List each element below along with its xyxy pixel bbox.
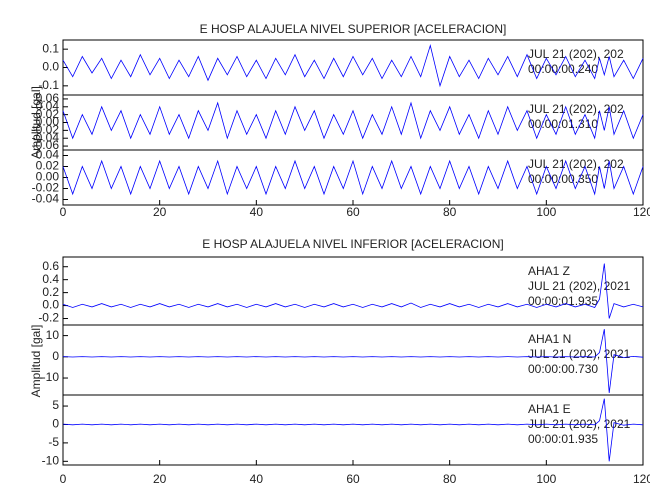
y-tick-label: 10 xyxy=(46,328,60,342)
y-tick-label: 0.02 xyxy=(36,159,60,173)
x-tick-label: 20 xyxy=(153,205,167,219)
y-tick-label: 0.0 xyxy=(42,298,59,312)
x-tick-label: 120 xyxy=(633,472,650,486)
y-tick-label: 0.6 xyxy=(42,259,59,273)
y-tick-label: 0.02 xyxy=(36,107,60,121)
annotation: JUL 21 (202), 2021 xyxy=(528,347,631,361)
x-tick-label: 60 xyxy=(346,472,360,486)
waveform xyxy=(62,263,644,319)
waveform xyxy=(62,43,644,88)
y-tick-label: -0.04 xyxy=(32,130,60,144)
chart-title: E HOSP ALAJUELA NIVEL SUPERIOR [ACELERAC… xyxy=(200,22,507,36)
y-tick-label: -5 xyxy=(48,435,59,449)
y-tick-label: -0.06 xyxy=(32,138,60,152)
y-tick-label: -10 xyxy=(42,370,60,384)
x-tick-label: 40 xyxy=(250,472,264,486)
x-tick-label: 100 xyxy=(536,205,556,219)
y-tick-label: 0.4 xyxy=(42,272,59,286)
x-tick-label: 0 xyxy=(60,472,67,486)
y-tick-label: 0.06 xyxy=(36,91,60,105)
x-tick-label: 20 xyxy=(153,472,167,486)
y-tick-label: -0.02 xyxy=(32,123,60,137)
waveform xyxy=(62,398,644,462)
x-tick-label: 80 xyxy=(443,205,457,219)
x-tick-label: 40 xyxy=(250,205,264,219)
x-tick-label: 0 xyxy=(60,205,67,219)
annotation: AHA1 N xyxy=(528,332,571,346)
x-tick-label: 60 xyxy=(346,205,360,219)
y-axis-label: Amplitud [gal] xyxy=(29,325,43,398)
y-tick-label: 0.04 xyxy=(36,99,60,113)
y-tick-label: -0.04 xyxy=(32,192,60,206)
annotation: 00:00:01.935 xyxy=(528,294,598,308)
y-tick-label: 0 xyxy=(52,417,59,431)
x-tick-label: 80 xyxy=(443,472,457,486)
y-tick-label: -0.2 xyxy=(38,311,59,325)
annotation: AHA1 Z xyxy=(528,264,570,278)
y-tick-label: -0.02 xyxy=(32,181,60,195)
waveform xyxy=(62,329,644,393)
y-tick-label: 0.1 xyxy=(42,41,59,55)
y-tick-label: 5 xyxy=(52,398,59,412)
y-tick-label: 0.00 xyxy=(36,170,60,184)
annotation: JUL 21 (202), 202 xyxy=(528,47,624,61)
y-tick-label: -0.1 xyxy=(38,78,59,92)
y-tick-label: -10 xyxy=(42,453,60,467)
y-axis-label: Amplitud [gal] xyxy=(29,86,43,159)
annotation: 00:00:00.240 xyxy=(528,62,598,76)
annotation: 00:00:01.935 xyxy=(528,432,598,446)
y-tick-label: 0 xyxy=(52,349,59,363)
x-tick-label: 100 xyxy=(536,472,556,486)
annotation: 00:00:01.310 xyxy=(528,117,598,131)
y-tick-label: 0.0 xyxy=(42,60,59,74)
y-tick-label: 0.00 xyxy=(36,115,60,129)
annotation: AHA1 E xyxy=(528,402,571,416)
y-tick-label: 0.04 xyxy=(36,148,60,162)
annotation: 00:00:00.730 xyxy=(528,362,598,376)
waveform xyxy=(62,101,644,140)
x-tick-label: 120 xyxy=(633,205,650,219)
chart-title: E HOSP ALAJUELA NIVEL INFERIOR [ACELERAC… xyxy=(202,237,503,251)
y-tick-label: 0.2 xyxy=(42,285,59,299)
annotation: JUL 21 (202), 2021 xyxy=(528,279,631,293)
waveform xyxy=(62,159,644,196)
